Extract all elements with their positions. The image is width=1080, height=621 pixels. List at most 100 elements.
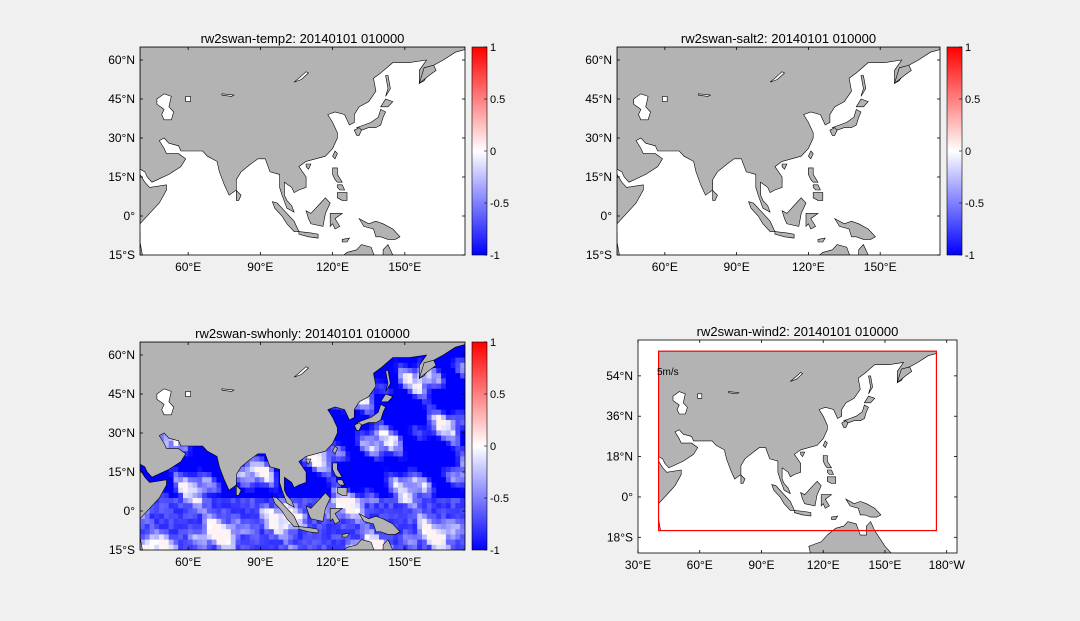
swh-cell xyxy=(455,368,461,374)
swh-cell xyxy=(431,378,437,385)
swh-cell xyxy=(336,414,342,421)
swh-cell xyxy=(326,466,332,473)
swh-cell xyxy=(431,477,437,483)
swh-cell xyxy=(264,544,270,550)
swh-cell xyxy=(450,378,457,385)
mindanao xyxy=(337,192,348,201)
swh-cell xyxy=(460,482,465,489)
swh-cell xyxy=(412,378,418,385)
swh-cell xyxy=(273,466,280,473)
swh-cell xyxy=(269,466,275,473)
swh-cell xyxy=(412,373,418,379)
colorbar-tick-label: 0.5 xyxy=(490,94,505,106)
swh-cell xyxy=(259,472,265,478)
swh-cell xyxy=(254,529,261,535)
swh-cell xyxy=(402,399,409,405)
swh-cell xyxy=(388,477,394,483)
swh-cell xyxy=(422,404,428,411)
swh-cell xyxy=(359,529,366,535)
swh-cell xyxy=(235,498,241,504)
swh-cell xyxy=(398,383,404,390)
swh-cell xyxy=(206,477,213,483)
swh-cell xyxy=(206,503,213,509)
swh-cell xyxy=(345,492,351,499)
swh-cell xyxy=(422,534,428,541)
swh-cell xyxy=(374,451,380,457)
swh-cell xyxy=(163,498,170,504)
swh-cell xyxy=(364,524,370,530)
swh-cell xyxy=(355,451,361,457)
swh-cell xyxy=(431,461,437,468)
swh-cell xyxy=(436,388,442,395)
swh-cell xyxy=(393,404,399,411)
swh-cell xyxy=(326,472,332,478)
swh-cell xyxy=(364,409,370,416)
swh-cell xyxy=(297,487,304,494)
swh-cell xyxy=(436,394,442,400)
swh-cell xyxy=(202,451,208,457)
swh-cell xyxy=(398,466,404,473)
swh-cell xyxy=(407,425,413,431)
swh-cell xyxy=(350,529,356,535)
swh-cell xyxy=(163,435,170,442)
swh-cell xyxy=(445,357,452,364)
swh-cell xyxy=(331,524,337,530)
swh-cell xyxy=(345,456,351,463)
swh-cell xyxy=(154,544,160,550)
swh-cell xyxy=(359,409,366,416)
y-tick-label: 45°N xyxy=(108,387,135,401)
swh-cell xyxy=(359,466,366,473)
x-tick-label: 150°E xyxy=(864,260,897,274)
swh-cell xyxy=(407,394,413,400)
swh-cell xyxy=(374,420,380,426)
sumatra xyxy=(748,201,776,232)
swh-cell xyxy=(178,534,184,541)
new-guinea xyxy=(833,217,876,240)
swh-cell xyxy=(202,492,208,499)
swh-cell xyxy=(307,503,313,509)
swh-cell xyxy=(230,503,237,509)
swh-cell xyxy=(455,352,461,359)
swh-cell xyxy=(450,409,457,416)
swh-cell xyxy=(202,513,208,520)
swh-cell xyxy=(398,513,404,520)
swh-cell xyxy=(445,430,452,437)
swh-cell xyxy=(345,518,351,525)
swh-cell xyxy=(336,498,342,504)
swh-cell xyxy=(426,399,433,405)
swh-cell xyxy=(393,472,399,478)
swh-cell xyxy=(245,466,251,473)
swh-cell xyxy=(450,513,457,520)
borneo xyxy=(305,492,331,522)
swh-cell xyxy=(422,503,428,509)
swh-cell xyxy=(307,518,313,525)
swh-cell xyxy=(144,529,151,535)
swh-cell xyxy=(355,409,361,416)
swh-cell xyxy=(245,477,251,483)
swh-cell xyxy=(455,378,461,385)
swh-cell xyxy=(388,472,394,478)
swh-cell xyxy=(168,482,175,489)
swh-cell xyxy=(388,498,394,504)
swh-cell xyxy=(426,487,433,494)
swh-cell xyxy=(144,544,151,550)
swh-cell xyxy=(163,472,170,478)
x-tick-label: 150°E xyxy=(388,555,421,569)
swh-cell xyxy=(359,503,366,509)
swh-cell xyxy=(460,518,465,525)
swh-cell xyxy=(383,534,390,541)
swh-cell xyxy=(422,373,428,379)
kyushu xyxy=(841,420,849,428)
swh-cell xyxy=(340,524,347,530)
swh-cell xyxy=(402,539,409,546)
swh-cell xyxy=(240,513,246,520)
swh-cell xyxy=(460,529,465,535)
swh-cell xyxy=(249,498,256,504)
swh-cell xyxy=(355,508,361,515)
swh-cell xyxy=(431,409,437,416)
swh-cell xyxy=(455,539,461,546)
swh-cell xyxy=(249,529,256,535)
swh-cell xyxy=(431,383,437,390)
swh-cell xyxy=(402,456,409,463)
swh-cell xyxy=(292,513,299,520)
